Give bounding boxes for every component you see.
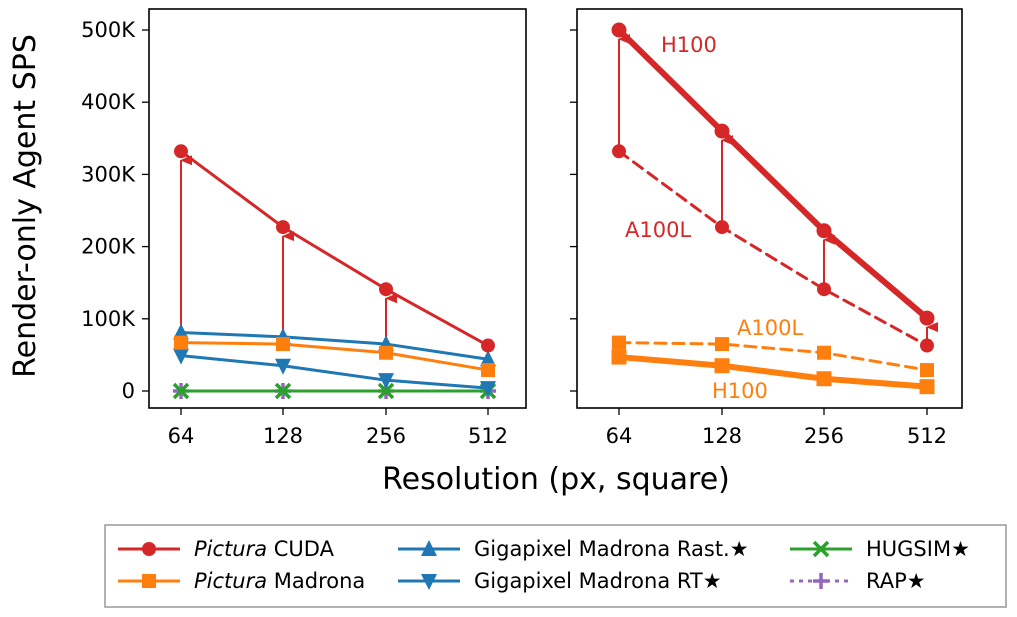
data-point-madrona_a100l: [715, 337, 729, 352]
data-point-cuda_a100l: [715, 220, 729, 235]
series-line-madrona_h100: [616, 354, 930, 390]
data-point-cuda: [174, 144, 188, 159]
data-point-gm_rt: [480, 381, 496, 398]
annotation-label: H100: [712, 379, 768, 403]
x-tick-label: 512: [468, 424, 508, 448]
data-point-hugsim: [377, 382, 395, 400]
data-point-cuda: [481, 338, 495, 353]
data-point-madrona: [379, 345, 393, 360]
y-tick-label: 100K: [81, 307, 136, 331]
data-point-madrona: [174, 335, 188, 350]
y-axis-title: Render-only Agent SPS: [8, 34, 43, 378]
annotation-label: A100L: [737, 316, 803, 340]
series-line-madrona: [179, 341, 490, 372]
series-line-gm_rast: [179, 331, 490, 361]
y-tick-label: 0: [122, 379, 135, 403]
right-panel: 64 128 256 512 H100 A100L A100L H100: [570, 8, 963, 448]
data-point-cuda_h100: [919, 310, 935, 326]
data-point-gm_rast: [480, 350, 496, 367]
x-tick-label: 64: [606, 424, 633, 448]
legend-label-hugsim: HUGSIM★: [866, 537, 970, 561]
data-point-madrona_h100: [611, 349, 627, 365]
data-point-madrona_h100: [919, 379, 935, 395]
x-tick-label: 512: [907, 424, 947, 448]
data-point-hugsim: [274, 382, 292, 400]
legend-label-gm_rt: Gigapixel Madrona RT★: [474, 569, 722, 593]
data-point-cuda_h100: [816, 223, 832, 239]
left-panel: 0 100K 200K 300K 400K 500K 64 128 256 512: [81, 8, 527, 448]
data-point-cuda_h100: [611, 22, 627, 38]
legend-label-gm_rast: Gigapixel Madrona Rast.★: [474, 537, 749, 561]
legend-marker-gm_rt: [421, 574, 437, 590]
x-tick-label: 128: [263, 424, 303, 448]
series-line-cuda_a100l: [617, 149, 929, 348]
series-line-madrona_a100l: [617, 341, 929, 372]
legend-label-cuda: Pictura CUDA: [194, 537, 335, 561]
x-tick-label: 256: [366, 424, 406, 448]
data-point-cuda_h100: [714, 123, 730, 139]
data-point-gm_rt: [378, 373, 394, 390]
legend-marker-madrona: [142, 574, 156, 588]
data-point-cuda: [276, 220, 290, 235]
data-point-cuda: [379, 282, 393, 297]
data-point-madrona_h100: [714, 358, 730, 374]
legend: Pictura CUDA Pictura Madrona Gigapixel Mad…: [104, 524, 1007, 608]
series-line-gm_rt: [179, 354, 490, 390]
data-point-cuda_a100l: [817, 282, 831, 297]
plot-frame: [576, 8, 963, 409]
x-tick-label: 128: [702, 424, 742, 448]
data-point-madrona: [276, 337, 290, 352]
legend-marker-hugsim: [812, 540, 830, 558]
annotation-label: A100L: [625, 218, 691, 242]
data-point-gm_rt: [275, 358, 291, 375]
legend-box: [104, 524, 1007, 608]
data-point-cuda_a100l: [612, 144, 626, 159]
legend-marker-cuda: [142, 542, 156, 556]
data-point-madrona: [481, 363, 495, 378]
legend-marker-rap: [813, 573, 829, 589]
x-tick-label: 64: [168, 424, 195, 448]
x-axis-title: Resolution (px, square): [382, 462, 730, 497]
data-point-hugsim: [172, 382, 190, 400]
x-tick-label: 256: [804, 424, 844, 448]
legend-label-madrona: Pictura Madrona: [194, 569, 365, 593]
data-point-gm_rt: [173, 348, 189, 365]
legend-label-rap: RAP★: [866, 569, 926, 593]
data-point-cuda_a100l: [920, 338, 934, 353]
data-point-madrona_a100l: [817, 345, 831, 360]
annotation-label: H100: [661, 33, 717, 57]
y-tick-label: 300K: [81, 162, 136, 186]
data-point-madrona_a100l: [920, 363, 934, 378]
legend-marker-gm_rast: [421, 540, 437, 556]
data-point-madrona_a100l: [612, 335, 626, 350]
data-point-madrona_h100: [816, 371, 832, 387]
plot-frame: [148, 8, 527, 409]
data-point-gm_rast: [173, 323, 189, 340]
y-tick-label: 500K: [81, 18, 136, 42]
y-tick-label: 400K: [81, 90, 136, 114]
y-tick-label: 200K: [81, 235, 136, 259]
series-line-cuda: [179, 149, 490, 348]
series-line-cuda_h100: [616, 27, 930, 322]
